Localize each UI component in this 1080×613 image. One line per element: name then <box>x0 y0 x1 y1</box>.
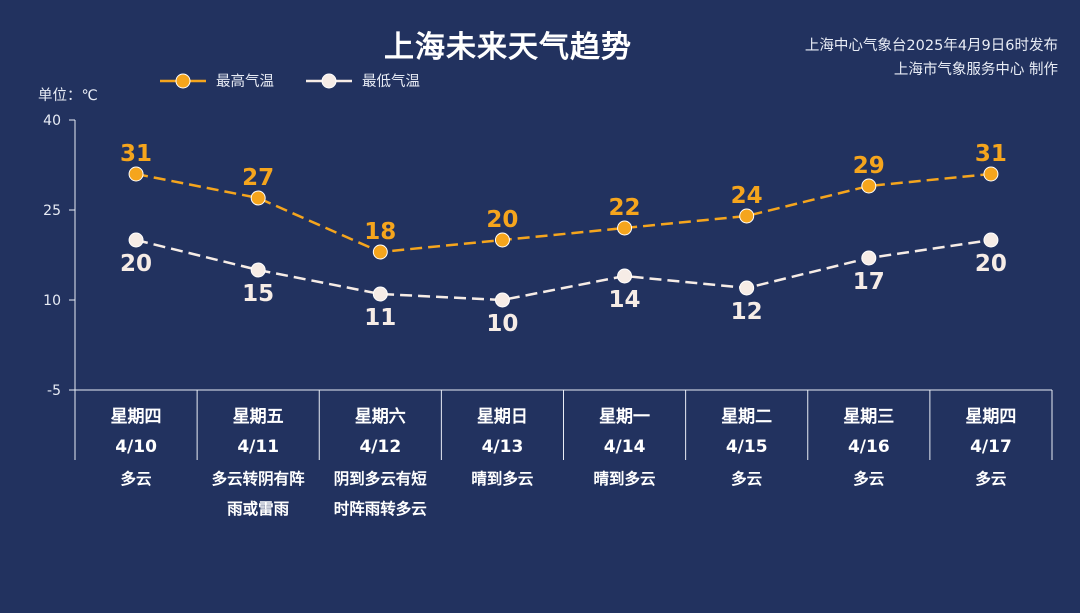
chart-series: 31 27 18 20 22 24 29 31 20 15 11 10 14 12 17 20 <box>120 141 1007 337</box>
category-date: 4/13 <box>482 437 524 457</box>
low-temp-label: 14 <box>609 287 641 313</box>
source-line-producer: 上海市气象服务中心 制作 <box>893 62 1058 78</box>
legend-item-low[interactable]: 最低气温 <box>306 70 420 91</box>
legend-label-low: 最低气温 <box>362 74 420 90</box>
low-temp-point <box>617 268 633 284</box>
low-temp-label: 20 <box>975 251 1007 277</box>
high-temp-label: 31 <box>975 141 1007 167</box>
category-weekday: 星期四 <box>965 407 1016 427</box>
high-temp-point <box>739 208 755 224</box>
category-weekday: 星期三 <box>843 407 894 427</box>
category-weather: 晴到多云 <box>594 469 656 488</box>
low-temp-label: 17 <box>853 269 885 295</box>
category-weather: 阴到多云有短 <box>334 469 428 488</box>
category-weather: 多云 <box>853 469 884 488</box>
category-date: 4/17 <box>970 437 1012 457</box>
low-temp-label: 10 <box>486 311 518 337</box>
high-temp-point <box>617 220 633 236</box>
source-info: 上海中心气象台2025年4月9日6时发布 上海市气象服务中心 制作 <box>805 34 1058 82</box>
category-date: 4/15 <box>726 437 768 457</box>
high-temp-point <box>372 244 388 260</box>
high-temp-point <box>861 178 877 194</box>
category-weekday: 星期六 <box>355 406 406 427</box>
unit-label: 单位：℃ <box>38 88 98 104</box>
low-temp-point <box>250 262 266 278</box>
high-temp-point <box>983 166 999 182</box>
high-temp-point <box>494 232 510 248</box>
category-weather: 晴到多云 <box>471 469 533 488</box>
low-temp-point <box>494 292 510 308</box>
category-weekday: 星期日 <box>477 407 528 427</box>
chart-title: 上海未来天气趋势 <box>384 30 632 65</box>
category-date: 4/14 <box>604 437 646 457</box>
y-tick-label: 40 <box>43 113 61 129</box>
category-weather: 雨或雷雨 <box>227 499 289 518</box>
low-temp-label: 20 <box>120 251 152 277</box>
low-temp-point <box>861 250 877 266</box>
high-temp-point <box>250 190 266 206</box>
y-tick-label: 10 <box>43 293 61 309</box>
high-temp-line <box>135 172 992 254</box>
low-temp-label: 11 <box>364 305 396 331</box>
chart-axes: -5 10 25 40 <box>43 113 1053 460</box>
category-weekday: 星期四 <box>111 407 162 427</box>
high-temp-label: 24 <box>731 183 763 209</box>
high-temp-label: 18 <box>364 219 396 245</box>
source-line-publisher: 上海中心气象台2025年4月9日6时发布 <box>804 38 1058 54</box>
high-temp-label: 22 <box>609 195 641 221</box>
low-temp-point <box>372 286 388 302</box>
y-tick-label: 25 <box>43 203 61 219</box>
low-temp-label: 12 <box>731 299 763 325</box>
legend-swatch-high <box>160 73 206 88</box>
category-date: 4/16 <box>848 437 890 457</box>
high-temp-point <box>128 166 144 182</box>
legend-item-high[interactable]: 最高气温 <box>160 70 274 91</box>
category-weather: 时阵雨转多云 <box>334 499 427 518</box>
high-temp-label: 29 <box>853 153 885 179</box>
category-weather: 多云 <box>975 469 1006 488</box>
category-weather: 多云 <box>731 469 762 488</box>
category-weekday: 星期一 <box>599 407 650 427</box>
legend-label-high: 最高气温 <box>216 74 274 90</box>
category-weather: 多云转阴有阵 <box>212 469 306 488</box>
high-temp-label: 27 <box>242 165 274 191</box>
category-date: 4/11 <box>237 437 279 457</box>
high-temp-label: 20 <box>486 207 518 233</box>
high-temp-label: 31 <box>120 141 152 167</box>
y-tick-label: -5 <box>47 383 61 399</box>
low-temp-line <box>135 238 992 302</box>
low-temp-label: 15 <box>242 281 274 307</box>
legend: 最高气温 最低气温 <box>160 70 452 91</box>
low-temp-point <box>739 280 755 296</box>
low-temp-point <box>983 232 999 248</box>
category-weekday: 星期二 <box>721 407 772 427</box>
category-date: 4/12 <box>359 437 401 457</box>
legend-swatch-low <box>306 73 352 88</box>
category-weather: 多云 <box>121 469 152 488</box>
category-date: 4/10 <box>115 437 157 457</box>
low-temp-point <box>128 232 144 248</box>
category-weekday: 星期五 <box>233 407 284 427</box>
